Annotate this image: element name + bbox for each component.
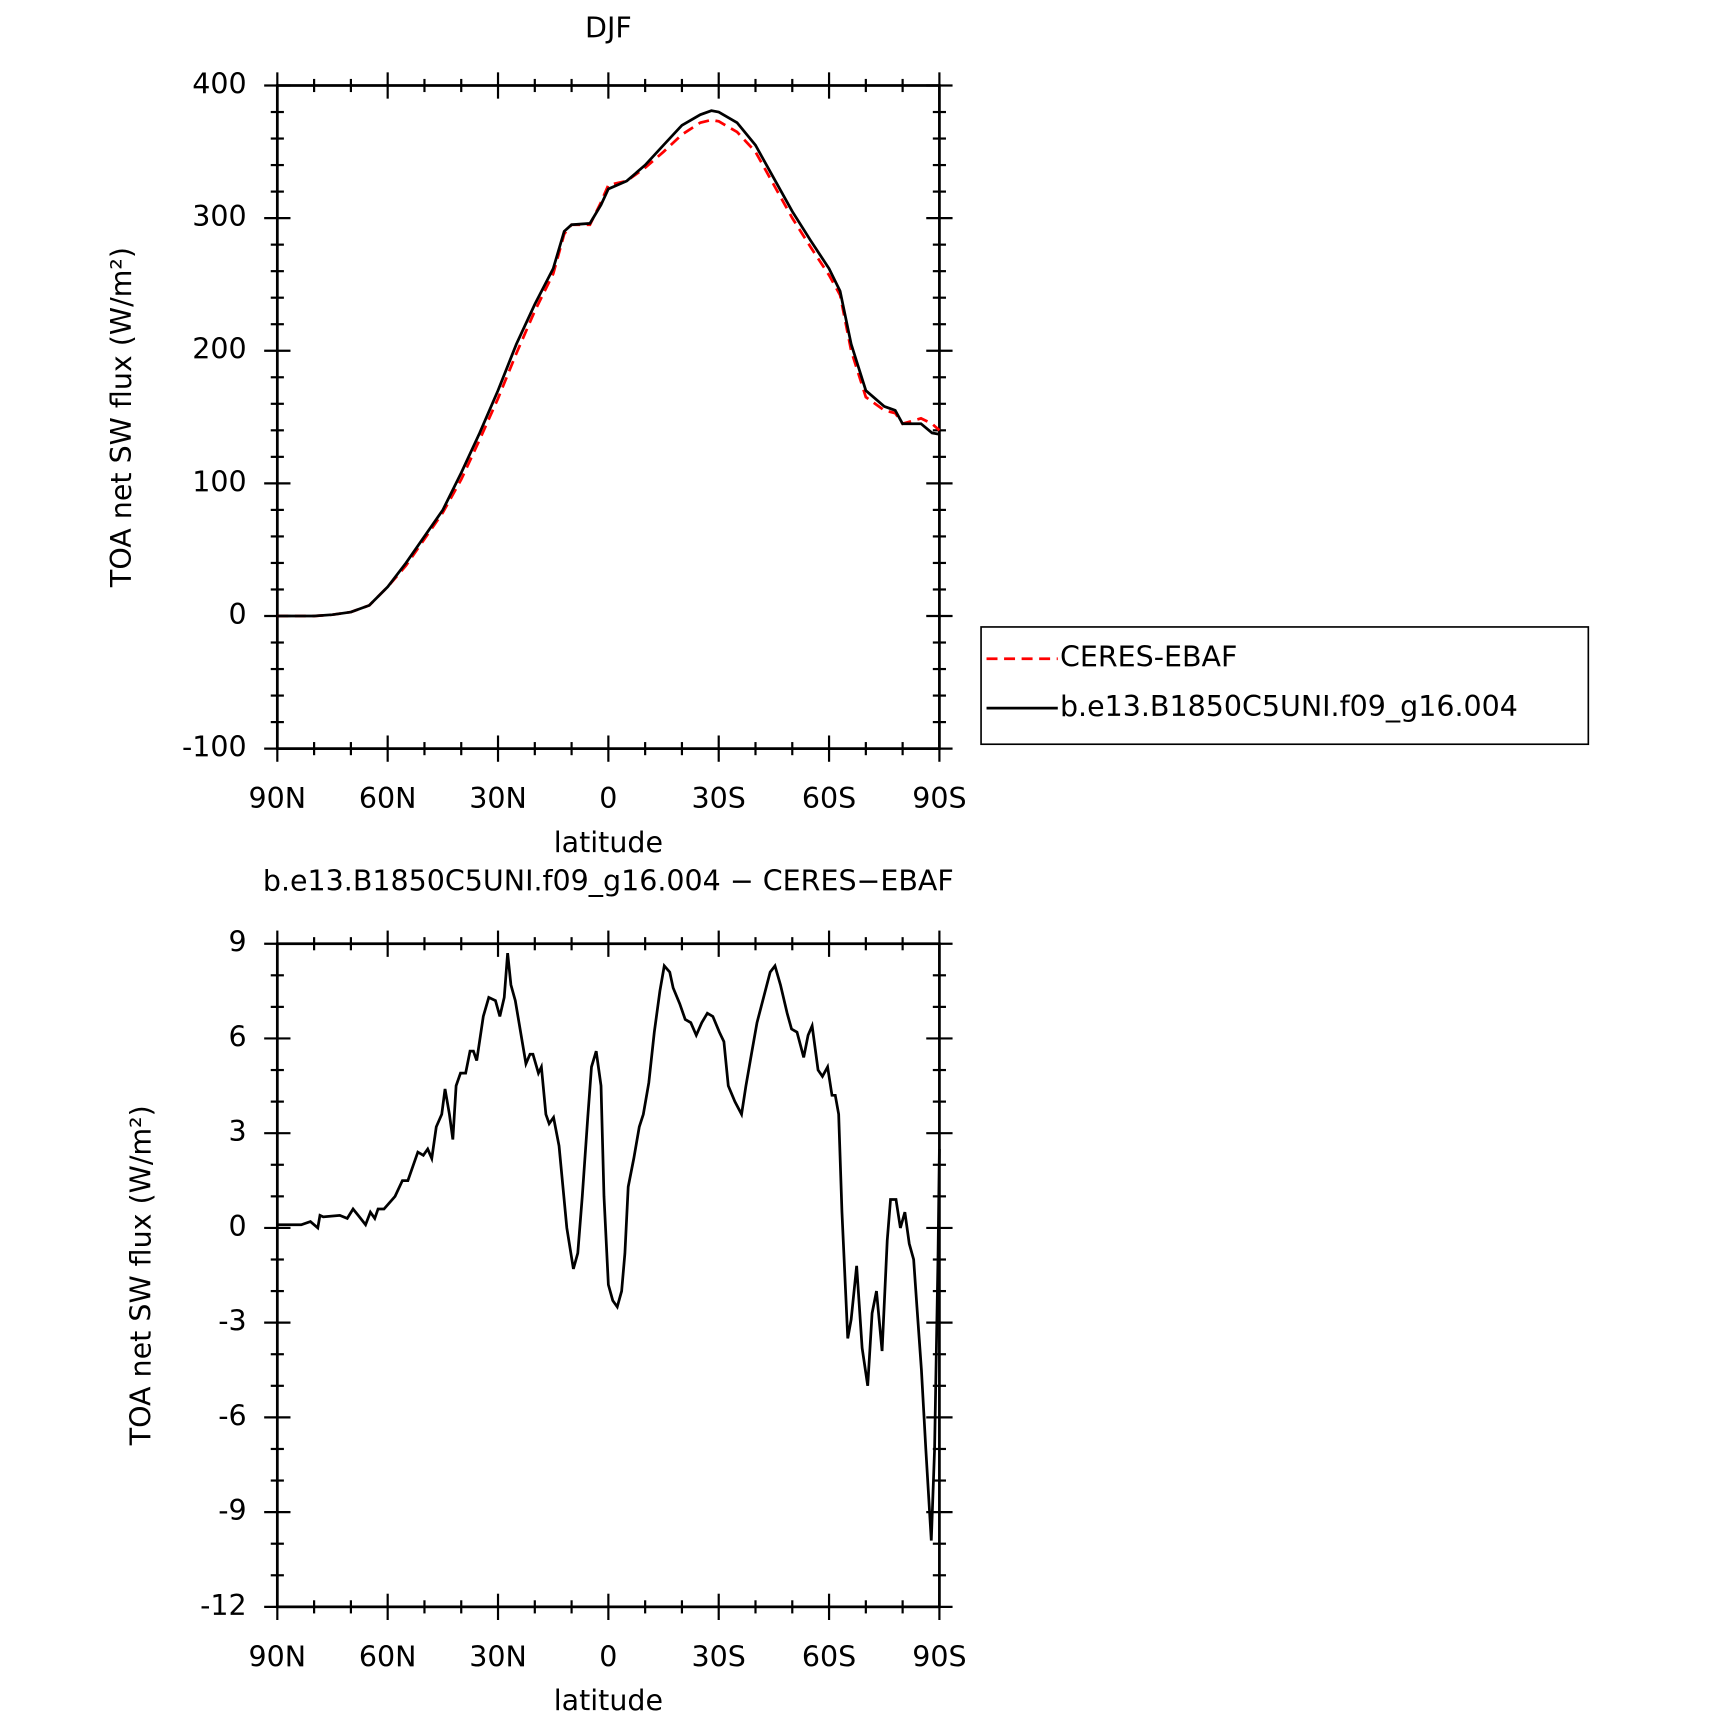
y-tick-label: 100 <box>192 465 246 498</box>
y-tick-label: 0 <box>229 598 247 631</box>
x-tick-label: 60N <box>359 1640 417 1673</box>
x-tick-label: 60S <box>802 782 856 815</box>
x-tick-label: 90N <box>249 782 307 815</box>
y-axis-label: TOA net SW flux (W/m²) <box>105 247 138 588</box>
y-tick-label: 9 <box>229 926 247 959</box>
x-axis-label: latitude <box>554 1684 663 1717</box>
legend-label: CERES-EBAF <box>1060 641 1237 674</box>
x-tick-label: 90S <box>912 1640 966 1673</box>
x-tick-label: 30S <box>692 1640 746 1673</box>
x-tick-label: 0 <box>599 782 617 815</box>
y-tick-label: 0 <box>229 1210 247 1243</box>
plot-frame <box>275 84 941 750</box>
y-tick-label: 400 <box>192 67 246 100</box>
y-tick-label: 200 <box>192 333 246 366</box>
x-tick-label: 60N <box>359 782 417 815</box>
x-tick-label: 30N <box>469 782 527 815</box>
chart-title: b.e13.B1850C5UNI.f09_g16.004 − CERES−EBA… <box>263 864 954 897</box>
legend-box <box>980 626 1590 746</box>
y-tick-label: -9 <box>218 1494 246 1527</box>
y-tick-label: -12 <box>200 1589 247 1622</box>
data-line <box>277 953 941 1541</box>
chart-title: DJF <box>585 12 632 45</box>
y-tick-label: -6 <box>218 1399 246 1432</box>
y-axis-label: TOA net SW flux (W/m²) <box>124 1105 157 1446</box>
y-tick-label: 3 <box>229 1115 247 1148</box>
x-tick-label: 90N <box>249 1640 307 1673</box>
x-tick-label: 60S <box>802 1640 856 1673</box>
data-line <box>277 118 941 618</box>
y-tick-label: 300 <box>192 200 246 233</box>
x-axis-label: latitude <box>554 826 663 859</box>
data-line <box>277 109 940 618</box>
y-tick-label: 6 <box>229 1020 247 1053</box>
plot-frame <box>275 942 941 1609</box>
x-tick-label: 30S <box>692 782 746 815</box>
y-tick-label: -3 <box>218 1305 246 1338</box>
x-tick-label: 30N <box>469 1640 527 1673</box>
x-tick-label: 90S <box>912 782 966 815</box>
legend-label: b.e13.B1850C5UNI.f09_g16.004 <box>1060 690 1518 723</box>
y-tick-label: -100 <box>182 731 247 764</box>
x-tick-label: 0 <box>599 1640 617 1673</box>
